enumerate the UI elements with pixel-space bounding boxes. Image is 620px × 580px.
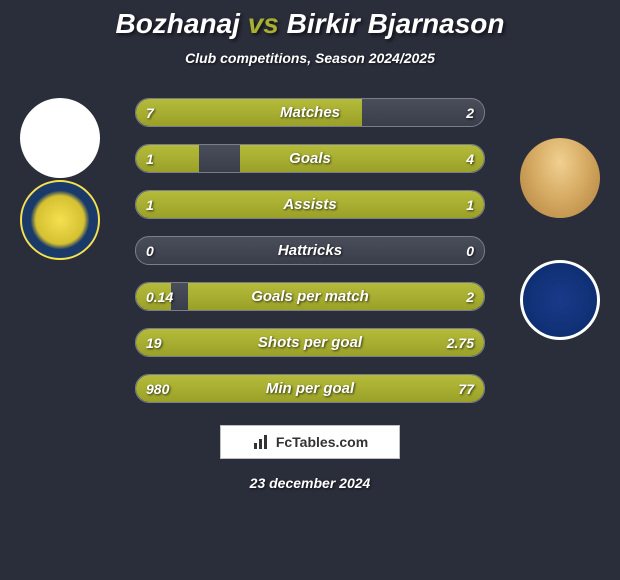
stat-label: Goals (136, 145, 484, 172)
stat-bar: 192.75Shots per goal (135, 328, 485, 357)
player2-avatar (520, 138, 600, 218)
player1-name: Bozhanaj (115, 8, 239, 39)
stat-bar: 11Assists (135, 190, 485, 219)
player1-avatar (20, 98, 100, 178)
date: 23 december 2024 (0, 475, 620, 491)
footer-label: FcTables.com (276, 434, 368, 450)
stat-bar: 00Hattricks (135, 236, 485, 265)
chart-icon (252, 433, 270, 451)
stat-label: Assists (136, 191, 484, 218)
stat-bar: 0.142Goals per match (135, 282, 485, 311)
comparison-title: Bozhanaj vs Birkir Bjarnason (0, 0, 620, 40)
stat-bar: 14Goals (135, 144, 485, 173)
player2-club-logo (520, 260, 600, 340)
stat-label: Min per goal (136, 375, 484, 402)
stat-bar: 72Matches (135, 98, 485, 127)
vs-text: vs (248, 8, 279, 39)
stat-label: Matches (136, 99, 484, 126)
player2-name: Birkir Bjarnason (287, 8, 505, 39)
stat-label: Hattricks (136, 237, 484, 264)
subtitle: Club competitions, Season 2024/2025 (0, 50, 620, 66)
footer-attribution: FcTables.com (220, 425, 400, 459)
stat-label: Goals per match (136, 283, 484, 310)
stat-label: Shots per goal (136, 329, 484, 356)
player1-club-logo (20, 180, 100, 260)
stat-bar: 98077Min per goal (135, 374, 485, 403)
